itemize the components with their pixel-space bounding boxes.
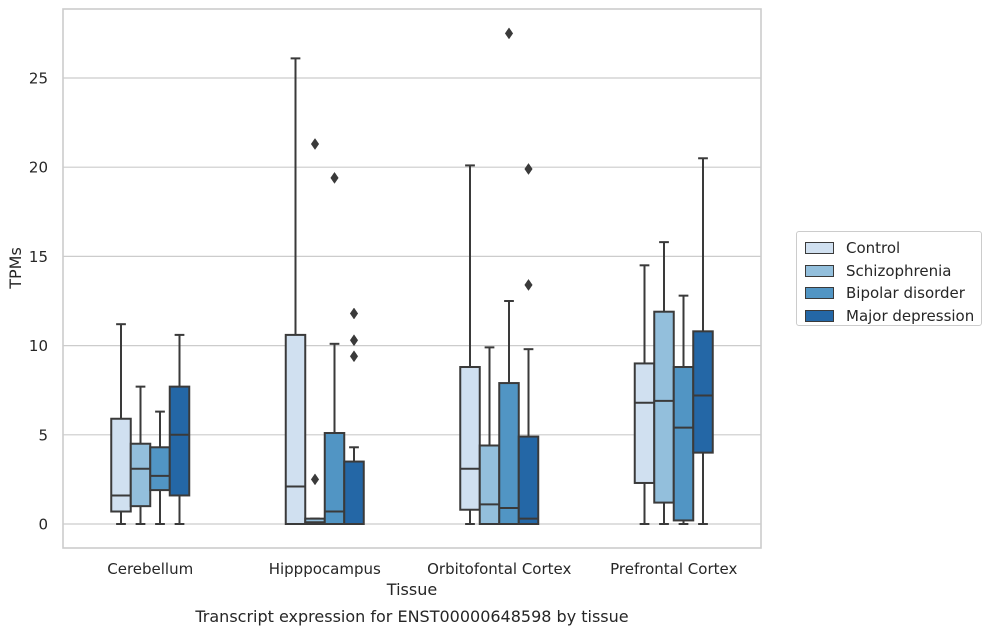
outlier-point bbox=[524, 163, 533, 175]
box-body bbox=[284, 333, 307, 525]
x-axis-label: Tissue bbox=[386, 580, 437, 599]
box-orbitofontal-cortex-major-depression bbox=[517, 163, 540, 526]
box-prefrontal-cortex-major-depression bbox=[692, 157, 714, 525]
legend-item-control: Control bbox=[805, 237, 981, 260]
box-orbitofontal-cortex-schizophrenia bbox=[478, 346, 501, 525]
x-tick-label-cerebellum: Cerebellum bbox=[107, 560, 193, 578]
box-orbitofontal-cortex-bipolar-disorder bbox=[498, 27, 520, 525]
outlier-point bbox=[310, 138, 320, 150]
legend-swatch-bipolar-disorder bbox=[805, 287, 834, 300]
legend: Control Schizophrenia Bipolar disorder M… bbox=[796, 231, 982, 326]
category-group-hipppocampus bbox=[284, 57, 365, 526]
y-tick-label-15: 15 bbox=[29, 248, 48, 266]
box-orbitofontal-cortex-control bbox=[459, 164, 481, 525]
box-cerebellum-control bbox=[110, 323, 132, 525]
legend-swatch-schizophrenia bbox=[805, 264, 834, 277]
box-cerebellum-major-depression bbox=[168, 333, 191, 525]
legend-label-control: Control bbox=[846, 239, 901, 258]
box-body bbox=[478, 444, 501, 525]
box-body bbox=[498, 382, 520, 525]
y-tick-label-0: 0 bbox=[38, 516, 48, 534]
outlier-point bbox=[524, 279, 533, 291]
category-group-cerebellum bbox=[110, 323, 191, 525]
box-body bbox=[129, 442, 152, 508]
legend-swatch-control bbox=[805, 242, 834, 255]
box-body bbox=[343, 460, 365, 525]
box-prefrontal-cortex-control bbox=[633, 264, 656, 525]
plot-frame bbox=[62, 8, 762, 549]
x-tick-label-hipppocampus: Hipppocampus bbox=[269, 560, 381, 578]
box-body bbox=[149, 446, 171, 492]
outlier-point bbox=[330, 171, 339, 184]
y-axis-label: TPMs bbox=[6, 247, 25, 290]
chart-title: Transcript expression for ENST0000064859… bbox=[194, 607, 628, 626]
box-body bbox=[168, 385, 191, 497]
legend-item-bipolar-disorder: Bipolar disorder bbox=[805, 282, 981, 305]
legend-item-major-depression: Major depression bbox=[805, 305, 981, 328]
y-tick-label-5: 5 bbox=[38, 426, 48, 444]
box-cerebellum-bipolar-disorder bbox=[149, 410, 171, 525]
box-body bbox=[517, 435, 540, 526]
legend-label-schizophrenia: Schizophrenia bbox=[846, 261, 952, 280]
x-tick-label-orbitofontal-cortex: Orbitofontal Cortex bbox=[427, 560, 571, 578]
legend-item-schizophrenia: Schizophrenia bbox=[805, 260, 981, 283]
x-tick-label-prefrontal-cortex: Prefrontal Cortex bbox=[610, 560, 737, 578]
outlier-point bbox=[349, 334, 359, 347]
y-tick-label-25: 25 bbox=[29, 70, 48, 88]
box-body bbox=[459, 366, 481, 511]
box-hipppocampus-schizophrenia bbox=[304, 138, 326, 526]
legend-swatch-major-depression bbox=[805, 309, 834, 322]
box-cerebellum-schizophrenia bbox=[129, 385, 152, 525]
box-hipppocampus-control bbox=[284, 57, 307, 525]
y-tick-label-10: 10 bbox=[29, 337, 48, 355]
box-body bbox=[110, 417, 132, 513]
box-body bbox=[692, 330, 714, 454]
outlier-point bbox=[349, 307, 359, 320]
legend-label-bipolar-disorder: Bipolar disorder bbox=[846, 284, 965, 303]
legend-label-major-depression: Major depression bbox=[846, 306, 975, 325]
box-body bbox=[672, 366, 695, 522]
y-tick-label-20: 20 bbox=[29, 159, 48, 177]
outlier-point bbox=[310, 473, 320, 486]
category-group-prefrontal-cortex bbox=[633, 157, 714, 525]
box-body bbox=[323, 432, 346, 525]
category-group-orbitofontal-cortex bbox=[459, 27, 540, 526]
box-hipppocampus-bipolar-disorder bbox=[323, 171, 346, 525]
box-body bbox=[653, 310, 675, 504]
box-hipppocampus-major-depression bbox=[343, 307, 365, 525]
outlier-point bbox=[504, 27, 514, 40]
box-prefrontal-cortex-schizophrenia bbox=[653, 241, 675, 525]
outlier-point bbox=[349, 350, 359, 363]
box-body bbox=[633, 362, 656, 484]
box-prefrontal-cortex-bipolar-disorder bbox=[672, 294, 695, 525]
